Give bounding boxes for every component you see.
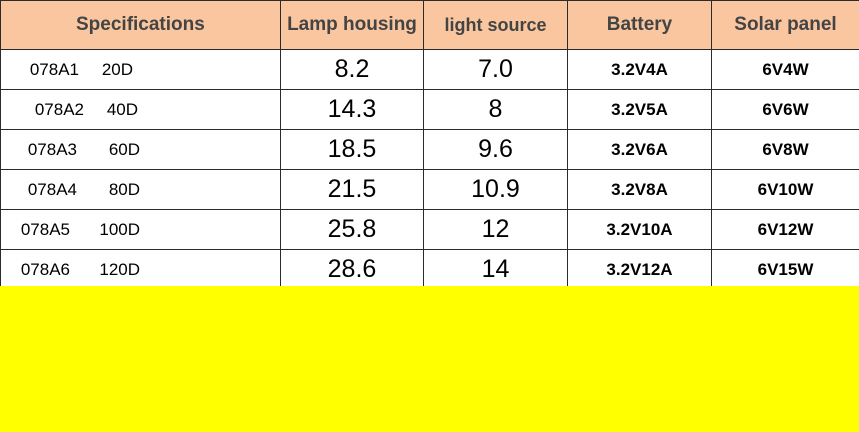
spec-cell: 078A2 40D: [0, 89, 281, 130]
lamp-cell: 14.3: [280, 89, 424, 130]
battery-cell: 3.2V8A: [567, 169, 712, 210]
header-row: Specifications Lamp housing light source…: [0, 0, 859, 50]
light-cell: 14: [423, 249, 568, 290]
angle: 80D: [108, 179, 140, 199]
header-solar-panel: Solar panel: [711, 0, 859, 50]
table-row: 078A2 40D 14.3 8 3.2V5A 6V6W: [0, 89, 859, 130]
table-row: 078A6 120D 28.6 14 3.2V12A 6V15W: [0, 249, 859, 290]
angle: 60D: [108, 139, 140, 159]
table-row: 078A5 100D 25.8 12 3.2V10A 6V12W: [0, 209, 859, 250]
light-cell: 9.6: [423, 129, 568, 170]
battery-cell: 3.2V12A: [567, 249, 712, 290]
header-battery: Battery: [567, 0, 712, 50]
solar-cell: 6V10W: [711, 169, 859, 210]
angle: 100D: [99, 219, 140, 239]
spec-cell: 078A5 100D: [0, 209, 281, 250]
model-code: 078A2: [34, 99, 84, 119]
header-light-source-label: light source: [444, 14, 547, 35]
battery-cell: 3.2V5A: [567, 89, 712, 130]
light-cell: 12: [423, 209, 568, 250]
battery-cell: 3.2V4A: [567, 49, 712, 90]
header-light-source: light source: [423, 0, 568, 50]
model-code: 078A1: [29, 59, 79, 79]
model-code: 078A3: [27, 139, 77, 159]
angle: 40D: [106, 99, 138, 119]
table-row: 078A1 20D 8.2 7.0 3.2V4A 6V4W: [0, 49, 859, 90]
table-row: 078A4 80D 21.5 10.9 3.2V8A 6V10W: [0, 169, 859, 210]
spec-cell: 078A3 60D: [0, 129, 281, 170]
light-cell: 10.9: [423, 169, 568, 210]
spec-cell: 078A6 120D: [0, 249, 281, 290]
lamp-cell: 21.5: [280, 169, 424, 210]
battery-cell: 3.2V10A: [567, 209, 712, 250]
battery-cell: 3.2V6A: [567, 129, 712, 170]
model-code: 078A5: [20, 219, 70, 239]
solar-cell: 6V4W: [711, 49, 859, 90]
lamp-cell: 8.2: [280, 49, 424, 90]
light-cell: 7.0: [423, 49, 568, 90]
light-cell: 8: [423, 89, 568, 130]
spec-cell: 078A1 20D: [0, 49, 281, 90]
header-specifications: Specifications: [0, 0, 281, 50]
solar-cell: 6V6W: [711, 89, 859, 130]
angle: 120D: [99, 259, 140, 279]
spec-cell: 078A4 80D: [0, 169, 281, 210]
solar-cell: 6V15W: [711, 249, 859, 290]
header-lamp-housing: Lamp housing: [280, 0, 424, 50]
solar-cell: 6V8W: [711, 129, 859, 170]
lamp-cell: 18.5: [280, 129, 424, 170]
empty-yellow-area: [0, 286, 859, 432]
spec-table: Specifications Lamp housing light source…: [0, 0, 859, 290]
model-code: 078A6: [20, 259, 70, 279]
table-row: 078A3 60D 18.5 9.6 3.2V6A 6V8W: [0, 129, 859, 170]
lamp-cell: 25.8: [280, 209, 424, 250]
lamp-cell: 28.6: [280, 249, 424, 290]
model-code: 078A4: [27, 179, 77, 199]
solar-cell: 6V12W: [711, 209, 859, 250]
angle: 20D: [101, 59, 133, 79]
